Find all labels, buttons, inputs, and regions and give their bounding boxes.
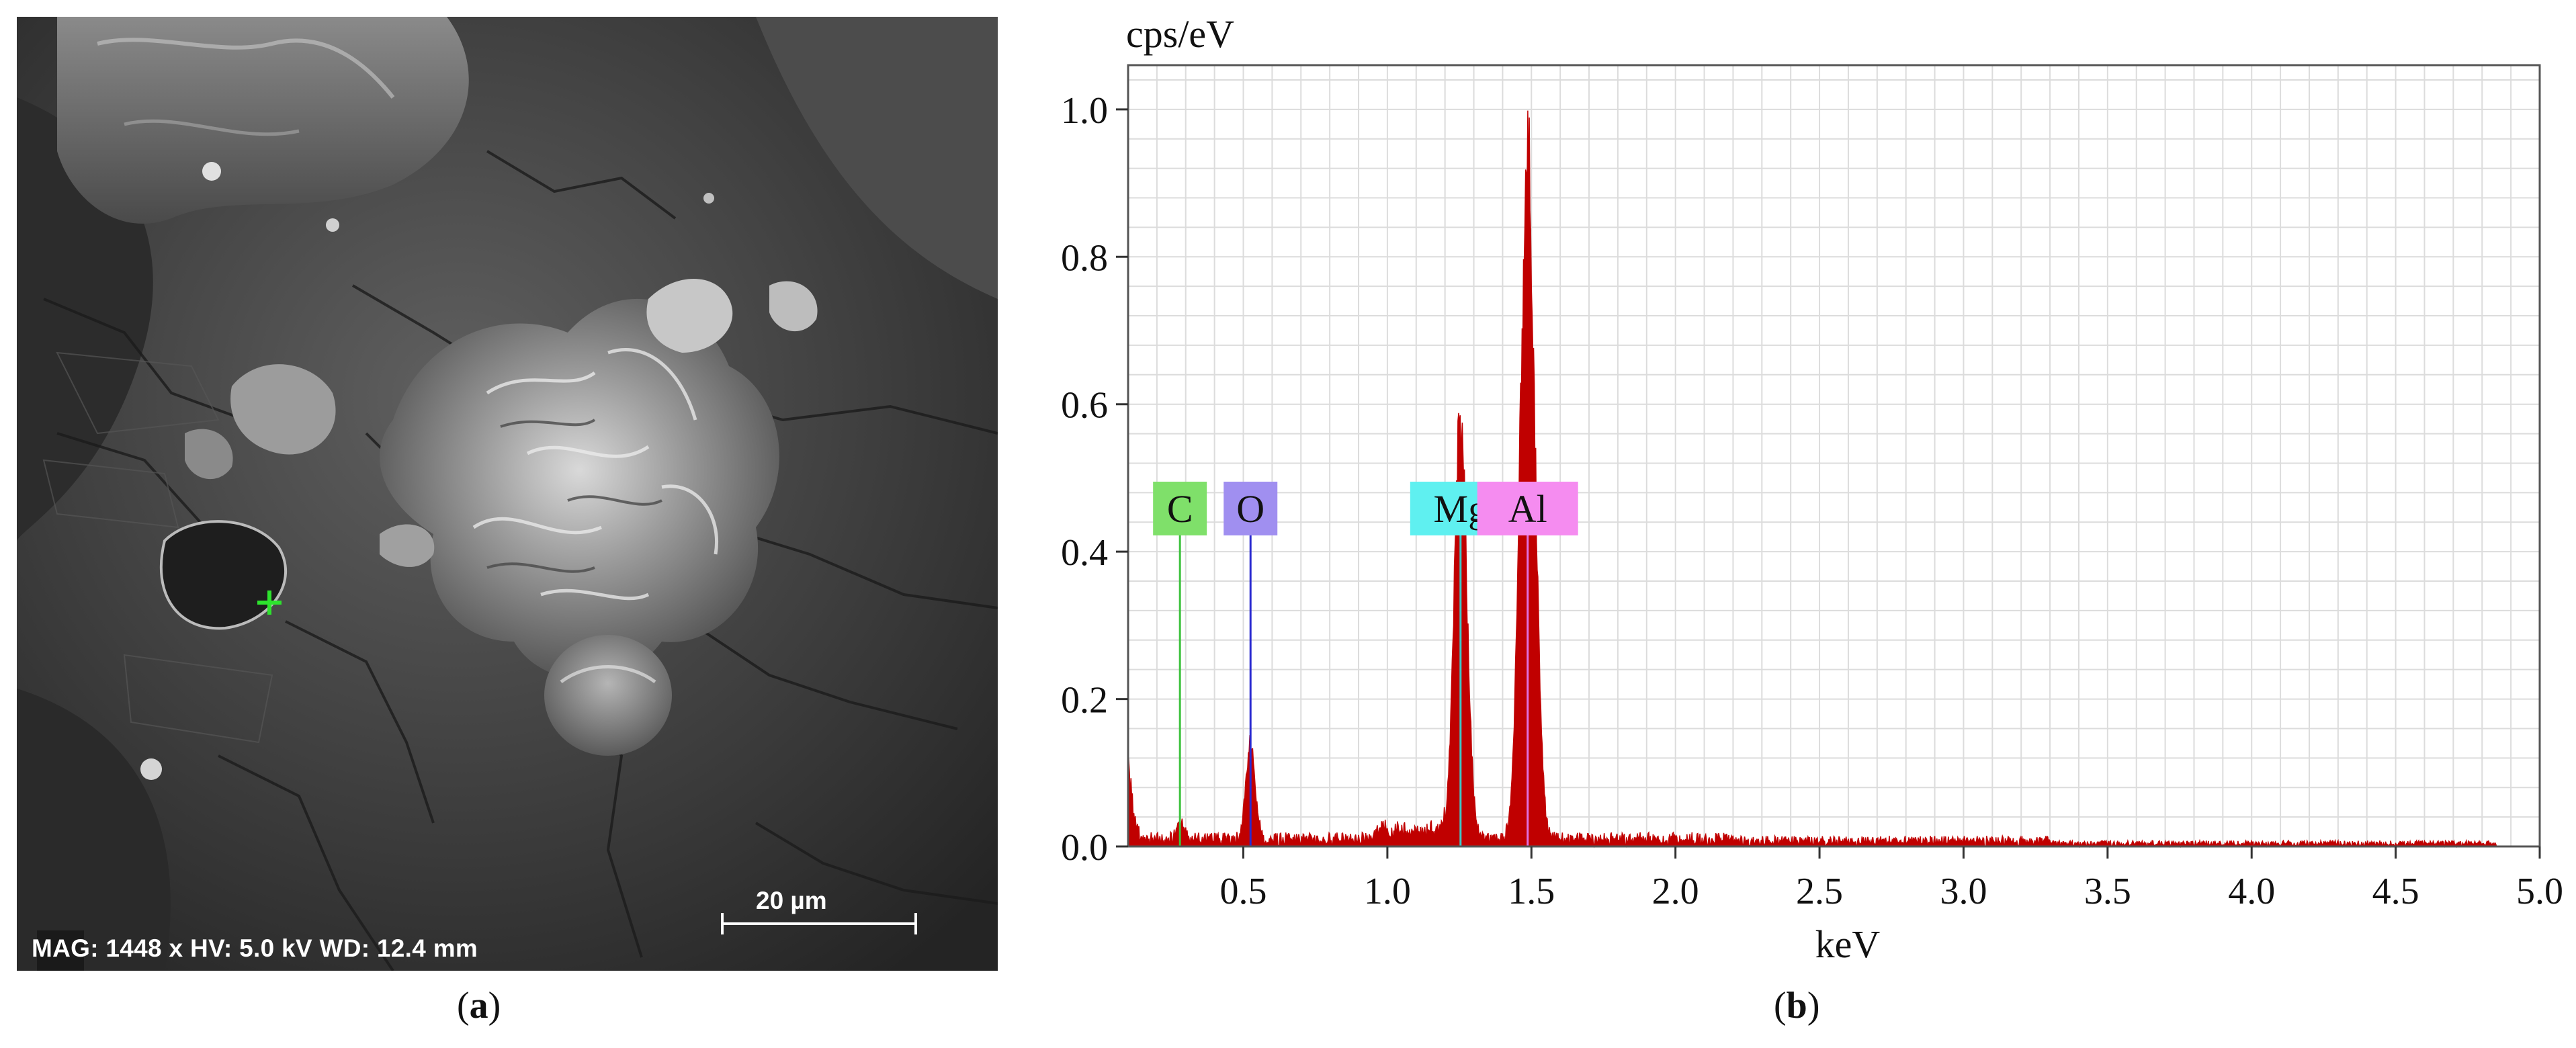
x-tick-label: 2.0 [1652,871,1699,912]
caption-b: (b) [1774,985,1820,1027]
y-axis-label: cps/eV [1126,12,1234,56]
marker-label-c: C [1167,487,1193,531]
x-tick-label: 3.0 [1940,871,1987,912]
y-tick-label: 1.0 [1061,90,1108,132]
x-tick-label: 4.0 [2228,871,2275,912]
y-tick-label: 0.0 [1061,827,1108,869]
marker-box-c [1153,482,1207,535]
marker-box-al [1477,482,1578,535]
spectrum-area [1127,110,2497,848]
y-tick-label: 0.8 [1061,237,1108,279]
marker-box-o [1223,482,1278,535]
x-tick-label: 1.0 [1364,871,1411,912]
sem-image [17,17,998,971]
x-tick-label: 1.5 [1508,871,1555,912]
x-tick-label: 2.5 [1796,871,1843,912]
y-tick-label: 0.2 [1061,680,1108,722]
x-axis-label: keV [1815,922,1881,966]
grid [1127,65,2540,847]
x-tick-label: 5.0 [2516,871,2563,912]
eds-spectrum-chart: C O Mg Al 0.5 1.0 1.5 2.0 2.5 3.0 3.5 4.0 4.5 5.0 0.0… [1061,12,2563,966]
scale-bar-label: 20 µm [756,887,827,914]
y-tick-label: 0.6 [1061,385,1108,427]
plot-frame [1127,64,2541,848]
x-tick-label: 3.5 [2084,871,2131,912]
y-tick-label: 0.4 [1061,532,1108,574]
spectrum-trace [1127,110,2497,848]
x-tick-label: 4.5 [2372,871,2419,912]
scale-bar [721,913,917,934]
crosshair-icon [257,591,282,615]
sem-info-bar: MAG: 1448 x HV: 5.0 kV WD: 12.4 mm [32,934,478,962]
marker-label-o: O [1236,487,1264,531]
caption-a: (a) [457,985,501,1027]
element-markers: C O Mg Al [1153,482,1578,846]
x-tick-label: 0.5 [1220,871,1267,912]
marker-label-al: Al [1508,487,1547,531]
axes: 0.5 1.0 1.5 2.0 2.5 3.0 3.5 4.0 4.5 5.0 0.0 0.2 0.4 0… [1061,64,2563,912]
sem-micrograph: 20 µm MAG: 1448 x HV: 5.0 kV WD: 12.4 mm [17,17,998,971]
